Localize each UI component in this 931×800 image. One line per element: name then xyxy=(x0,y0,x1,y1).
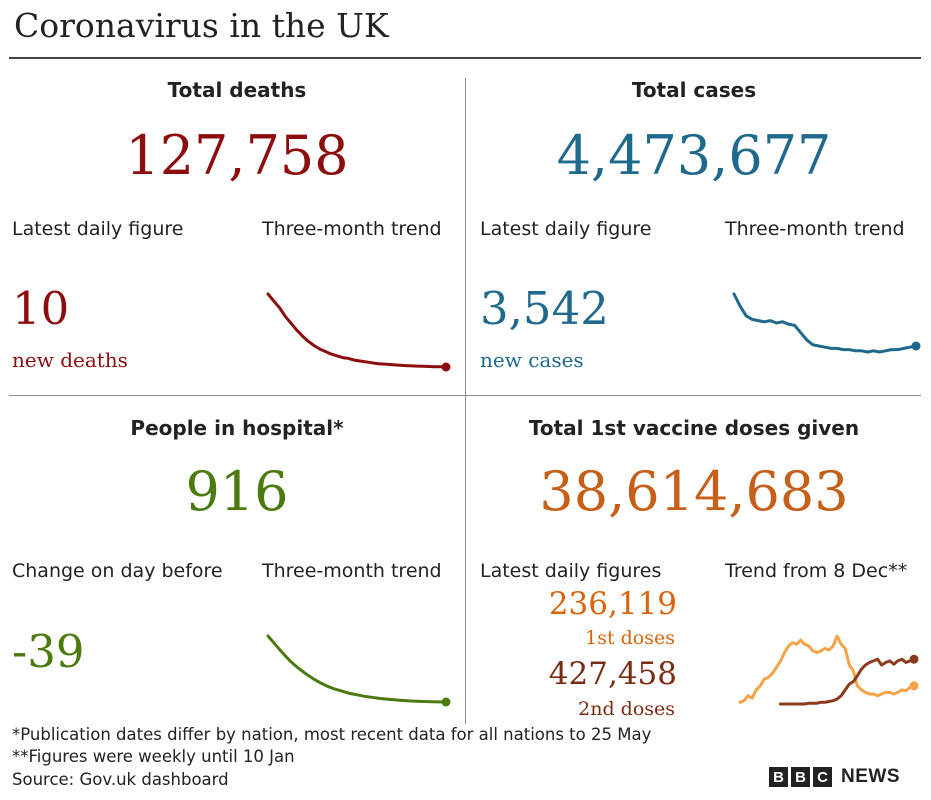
vaccine-daily-label: Latest daily figures xyxy=(480,560,662,582)
vaccine-trend-line-2 xyxy=(779,657,916,706)
cases-daily-unit: new cases xyxy=(480,348,584,372)
deaths-trend-chart xyxy=(266,292,451,372)
footnote-weekly: **Figures were weekly until 10 Jan xyxy=(12,747,295,766)
news-wordmark: NEWS xyxy=(841,766,900,787)
deaths-daily-value: 10 xyxy=(12,282,70,335)
cases-daily-label: Latest daily figure xyxy=(480,218,652,240)
cases-trend-end-point-1 xyxy=(911,341,921,351)
vaccine-trend-chart xyxy=(738,634,919,706)
vaccine-trend-end-point-2 xyxy=(909,654,919,664)
title-rule xyxy=(9,57,921,59)
bbc-logo-block: B xyxy=(769,767,788,787)
second-doses-value: 427,458 xyxy=(548,656,677,692)
horizontal-divider xyxy=(9,395,921,396)
deaths-heading: Total deaths xyxy=(167,78,307,102)
hospital-heading: People in hospital* xyxy=(130,416,344,440)
deaths-total: 127,758 xyxy=(125,124,349,187)
bbc-logo-block: C xyxy=(813,767,832,787)
hospital-trend-end-point-1 xyxy=(441,697,451,707)
deaths-trend-end-point-1 xyxy=(441,362,451,372)
first-doses-value: 236,119 xyxy=(548,586,677,622)
cases-trend-line-1 xyxy=(732,292,918,354)
bbc-logo-block: B xyxy=(791,767,810,787)
bbc-news-logo: B B C NEWS xyxy=(769,766,900,788)
deaths-trend-label: Three-month trend xyxy=(262,218,442,240)
second-doses-label: 2nd doses xyxy=(578,698,675,720)
cases-daily-value: 3,542 xyxy=(480,282,609,335)
source-note: Source: Gov.uk dashboard xyxy=(12,770,229,789)
cases-trend-chart xyxy=(732,292,921,354)
hospital-trend-chart xyxy=(266,634,451,707)
cases-trend-label: Three-month trend xyxy=(725,218,905,240)
vaccine-trend-line-1 xyxy=(738,634,916,704)
deaths-daily-label: Latest daily figure xyxy=(12,218,184,240)
hospital-daily-label: Change on day before xyxy=(12,560,223,582)
hospital-total: 916 xyxy=(185,460,289,523)
first-doses-label: 1st doses xyxy=(585,627,675,649)
footnote-publication: *Publication dates differ by nation, mos… xyxy=(12,725,652,744)
vaccine-heading: Total 1st vaccine doses given xyxy=(528,416,860,440)
hospital-trend-line-1 xyxy=(266,634,448,704)
vaccine-total: 38,614,683 xyxy=(539,460,849,523)
vaccine-trend-label: Trend from 8 Dec** xyxy=(725,560,908,582)
deaths-daily-unit: new deaths xyxy=(12,348,128,372)
page-title: Coronavirus in the UK xyxy=(14,6,389,45)
hospital-trend-label: Three-month trend xyxy=(262,560,442,582)
hospital-daily-value: -39 xyxy=(12,625,85,678)
vertical-divider xyxy=(465,78,466,724)
cases-heading: Total cases xyxy=(631,78,757,102)
deaths-trend-line-1 xyxy=(266,292,448,369)
vaccine-trend-end-point-1 xyxy=(909,681,919,691)
cases-total: 4,473,677 xyxy=(556,124,832,187)
